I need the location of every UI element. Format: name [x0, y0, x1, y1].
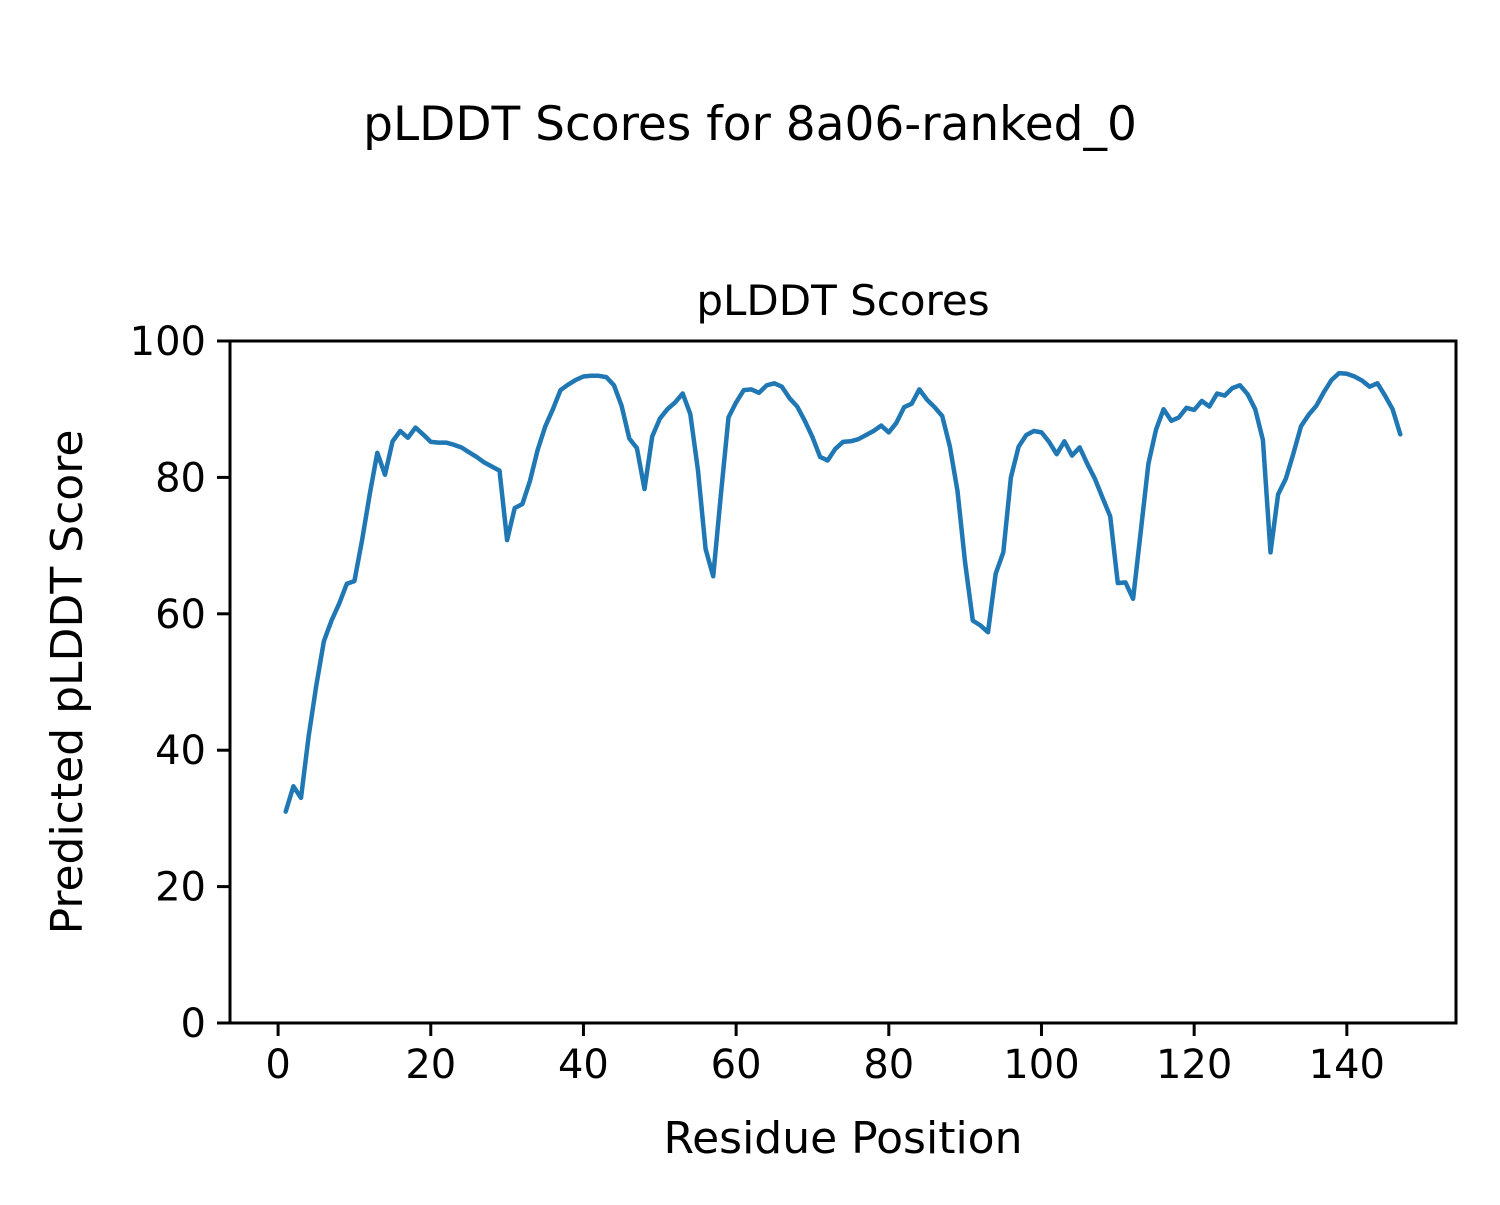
x-tick-label: 100: [1003, 1042, 1079, 1088]
x-tick-label: 60: [711, 1042, 762, 1088]
x-tick-label: 120: [1156, 1042, 1232, 1088]
y-tick-label: 20: [155, 865, 206, 911]
x-tick-label: 20: [405, 1042, 456, 1088]
x-tick-label: 80: [863, 1042, 914, 1088]
y-tick-label: 0: [181, 1001, 206, 1047]
figure-suptitle: pLDDT Scores for 8a06-ranked_0: [363, 97, 1137, 152]
axes-frame: [228, 339, 1458, 1025]
axes-title: pLDDT Scores: [696, 276, 989, 325]
y-axis-label: Predicted pLDDT Score: [42, 430, 93, 935]
plot-area: 0 20 40 60 80 100 120 140 0 20 40 60 80 100: [130, 319, 1458, 1088]
y-tick-label: 100: [130, 319, 206, 365]
plddt-line: [283, 370, 1403, 814]
y-tick-label: 60: [155, 592, 206, 638]
y-tick-label: 80: [155, 455, 206, 501]
x-axis-label: Residue Position: [663, 1113, 1022, 1164]
y-tick-label: 40: [155, 728, 206, 774]
x-tick-label: 0: [265, 1042, 290, 1088]
x-tick-label: 40: [558, 1042, 609, 1088]
x-tick-label: 140: [1309, 1042, 1385, 1088]
